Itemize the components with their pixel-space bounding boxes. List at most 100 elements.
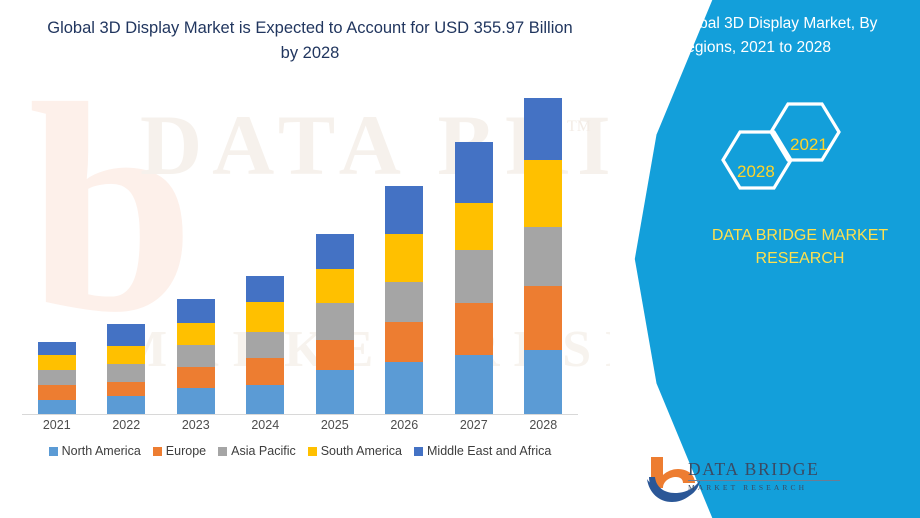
bar-segment [246,384,285,414]
bar-segment [246,276,285,303]
chart-bars [22,69,578,414]
brand-name-line2: RESEARCH [755,250,845,267]
x-axis-tick-2027: 2027 [459,418,488,432]
x-axis-tick-2024: 2024 [251,418,280,432]
bar-segment [315,370,354,414]
bar-segment [524,286,563,350]
bar-segment [385,186,424,234]
bar-segment [176,344,215,367]
stacked-bar [246,276,285,414]
bar-group-2024 [231,69,301,414]
legend-item[interactable]: South America [307,444,402,458]
bar-segment [385,281,424,323]
bar-segment [385,233,424,282]
hexagon-badges: 2021 2028 [700,100,875,200]
bar-group-2022 [92,69,162,414]
bar-segment [37,370,76,385]
bar-segment [454,302,493,356]
legend-swatch-icon [307,446,317,456]
legend-swatch-icon [152,446,162,456]
stacked-bar [315,234,354,414]
x-axis-tick-2025: 2025 [320,418,349,432]
bar-segment [524,159,563,228]
legend-swatch-icon [414,446,424,456]
bar-segment [107,324,146,347]
bar-segment [315,234,354,270]
legend-label: North America [61,444,141,458]
legend-item[interactable]: Asia Pacific [218,444,296,458]
right-accent-panel [634,0,920,518]
bar-segment [524,227,563,286]
x-axis-tick-2023: 2023 [181,418,210,432]
bar-segment [107,346,146,365]
panel-title: Global 3D Display Market, By Regions, 20… [675,15,878,56]
hexagon-2028-shape [721,130,793,190]
bar-segment [454,250,493,303]
bar-segment [315,340,354,371]
bar-group-2025 [300,69,370,414]
bar-segment [37,399,76,414]
page-title: Global 3D Display Market is Expected to … [47,19,573,62]
legend-swatch-icon [48,446,58,456]
hexagon-label-2021: 2021 [790,135,828,154]
brand-name-line1: DATA BRIDGE MARKET [711,227,889,244]
stacked-bar-chart: 2021 2022 2023 2024 2025 2026 2027 2028 [0,70,600,432]
data-bridge-b-logo-icon [647,457,700,502]
hexagon-label-2028: 2028 [737,162,775,181]
legend-item[interactable]: Europe [152,444,207,458]
stacked-bar [454,142,493,414]
legend-item[interactable]: Middle East and Africa [414,444,551,458]
bar-segment [107,364,146,383]
legend-label: Middle East and Africa [427,444,552,458]
bar-segment [385,322,424,363]
stacked-bar [176,299,215,414]
legend-item[interactable]: North America [48,444,141,458]
stacked-bar [524,97,563,414]
bar-segment [246,302,285,333]
brand-logo-text: DATA BRIDGE MARKET RESEARCH [688,460,868,492]
brand-logo-sub: MARKET RESEARCH [688,480,840,492]
bar-segment [37,342,76,356]
bar-segment [37,355,76,371]
bar-group-2026 [370,69,440,414]
brand-name: DATA BRIDGE MARKET RESEARCH [690,224,910,270]
bar-segment [246,332,285,359]
stacked-bar [385,186,424,414]
x-axis-labels: 2021 2022 2023 2024 2025 2026 2027 2028 [22,418,578,432]
legend-label: Europe [165,444,207,458]
x-axis-tick-2026: 2026 [390,418,419,432]
bar-group-2023 [161,69,231,414]
bar-group-2028 [509,69,579,414]
legend-label: Asia Pacific [231,444,296,458]
chart-legend: North America Europe Asia Pacific South Ame… [0,444,600,458]
hexagon-outlines-icon [721,102,841,190]
bar-segment [37,384,76,400]
bar-segment [385,362,424,414]
bar-segment [176,299,215,324]
bar-segment [176,323,215,345]
bar-segment [246,358,285,385]
bar-segment [454,142,493,204]
bar-segment [524,97,563,160]
chart-plot-area [22,70,578,415]
bar-segment [315,269,354,303]
bar-segment [107,382,146,397]
x-axis-tick-2022: 2022 [112,418,141,432]
stacked-bar [107,324,146,414]
bar-segment [176,388,215,414]
brand-logo [645,455,895,505]
bar-segment [524,350,563,414]
bar-segment [454,203,493,251]
bar-segment [315,302,354,341]
bar-segment [176,366,215,389]
x-axis-tick-2028: 2028 [529,418,558,432]
brand-logo-main: DATA BRIDGE [688,459,820,479]
bar-group-2027 [439,69,509,414]
stacked-bar [37,342,76,414]
bar-segment [454,355,493,414]
bar-group-2021 [22,69,92,414]
legend-swatch-icon [218,446,228,456]
x-axis-tick-2021: 2021 [42,418,71,432]
bar-segment [107,396,146,414]
